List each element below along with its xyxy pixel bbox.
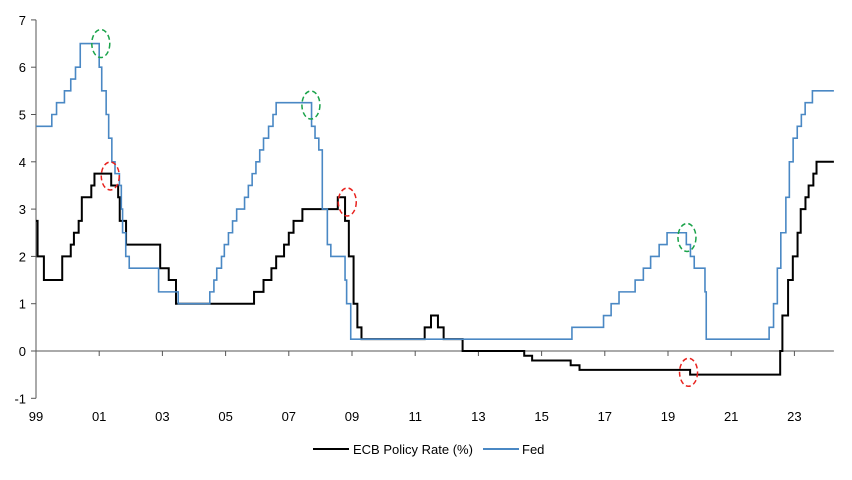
x-tick-label: 05 — [218, 409, 232, 424]
x-tick-label: 99 — [29, 409, 43, 424]
legend: ECB Policy Rate (%) Fed — [313, 442, 544, 457]
dashed-circle-marker — [100, 161, 121, 191]
series-lines — [36, 42, 834, 376]
dashed-circle-marker — [91, 28, 111, 59]
x-tick-label: 15 — [534, 409, 548, 424]
x-tick-label: 19 — [661, 409, 675, 424]
x-tick-label: 13 — [471, 409, 485, 424]
x-tick-label: 11 — [408, 409, 422, 424]
dashed-circle-marker — [677, 222, 697, 253]
y-tick-label: 2 — [19, 249, 26, 264]
dashed-circle-marker — [301, 90, 321, 120]
x-tick-label: 23 — [787, 409, 801, 424]
x-tick-label: 07 — [282, 409, 296, 424]
x-tick-label: 01 — [92, 409, 106, 424]
y-tick-label: 6 — [19, 60, 26, 75]
y-tick-label: 0 — [19, 344, 26, 359]
x-tick-label: 17 — [598, 409, 612, 424]
y-tick-label: 1 — [19, 297, 26, 312]
y-tick-label: 3 — [19, 202, 26, 217]
y-tick-label: 7 — [19, 13, 26, 28]
x-tick-label: 21 — [724, 409, 738, 424]
fed-rate-line — [36, 42, 834, 340]
dashed-circle-marker — [678, 357, 699, 388]
dashed-circle-marker — [337, 187, 358, 217]
x-tick-label: 03 — [155, 409, 169, 424]
legend-label-ecb: ECB Policy Rate (%) — [353, 442, 473, 457]
x-tick-label: 09 — [345, 409, 359, 424]
ecb-rate-line — [36, 160, 834, 376]
y-tick-label: 4 — [19, 155, 26, 170]
legend-label-fed: Fed — [522, 442, 544, 457]
y-tick-label: 5 — [19, 108, 26, 123]
y-tick-label: -1 — [14, 391, 26, 406]
annotations — [91, 28, 699, 388]
